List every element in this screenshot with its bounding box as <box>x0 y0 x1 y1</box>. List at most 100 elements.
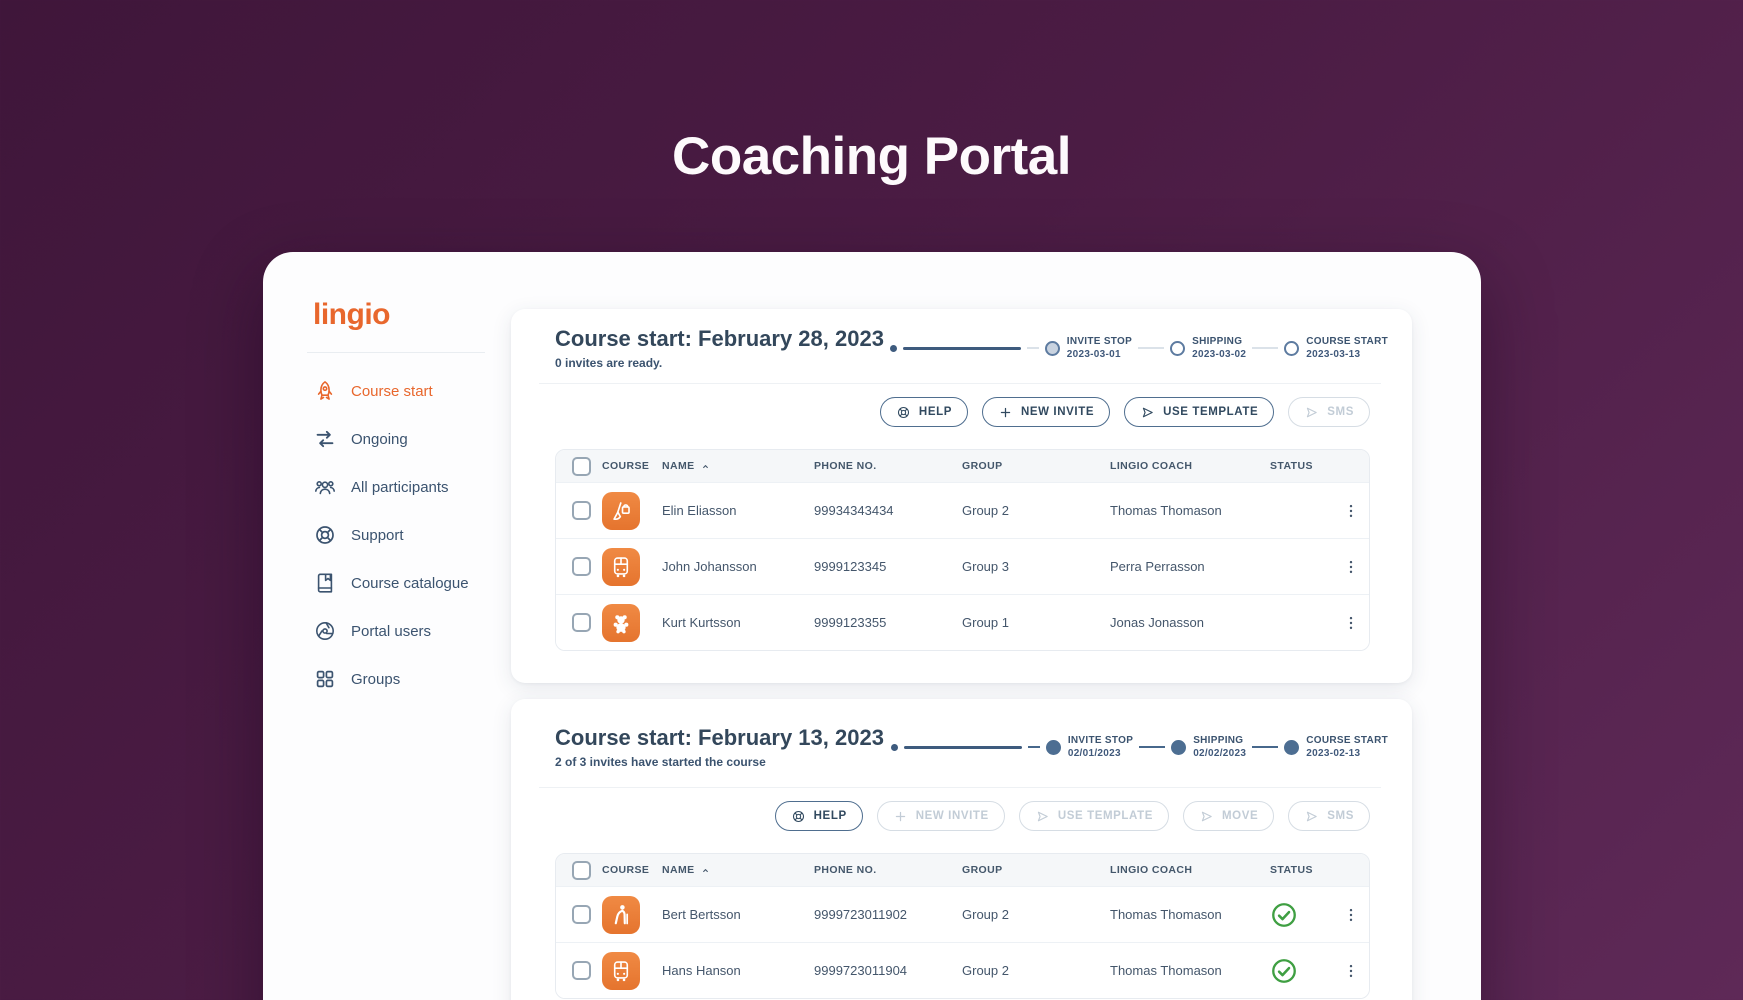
use-template-button[interactable]: USE TEMPLATE <box>1124 397 1275 427</box>
column-header-phone: PHONE NO. <box>814 460 877 472</box>
main-content: Course start: February 28, 2023 0 invite… <box>511 252 1485 1000</box>
table-row: Bert Bertsson 9999723011902 Group 2 Thom… <box>556 886 1369 942</box>
timeline-start-dot <box>890 743 898 751</box>
participant-phone: 9999723011902 <box>814 907 908 922</box>
move-button[interactable]: MOVE <box>1183 801 1275 831</box>
timeline-step-label: SHIPPING <box>1192 335 1243 347</box>
column-header-status: STATUS <box>1270 460 1313 472</box>
sidebar-item-label: All participants <box>351 478 449 496</box>
grid-icon <box>313 667 337 691</box>
timeline-step-invite-stop: INVITE STOP 2023-03-01 <box>1021 335 1132 362</box>
column-header-name[interactable]: NAME <box>662 460 814 472</box>
section-divider <box>539 787 1381 788</box>
participant-group: Group 2 <box>962 963 1009 978</box>
sidebar-item-ongoing[interactable]: Ongoing <box>313 415 511 463</box>
column-header-group: GROUP <box>962 460 1003 472</box>
participant-group: Group 1 <box>962 615 1009 630</box>
timeline-step-label: SHIPPING <box>1193 734 1244 746</box>
status-started-check-icon <box>1270 901 1332 929</box>
column-header-course: COURSE <box>602 864 650 876</box>
book-icon <box>313 571 337 595</box>
row-checkbox[interactable] <box>572 501 591 520</box>
timeline: INVITE STOP 02/01/2023 SHIPPING 02/02/2023… <box>890 734 1388 761</box>
participant-name: Hans Hanson <box>662 963 741 978</box>
help-button[interactable]: HELP <box>879 397 968 427</box>
kebab-menu-icon[interactable] <box>1332 558 1369 576</box>
table-row: Kurt Kurtsson 9999123355 Group 1 Jonas J… <box>556 594 1369 650</box>
participant-group: Group 2 <box>962 907 1009 922</box>
new-invite-button[interactable]: NEW INVITE <box>982 397 1111 427</box>
sidebar-item-label: Course catalogue <box>351 574 469 592</box>
timeline-circle <box>1171 739 1187 755</box>
chevron-up-icon <box>700 865 711 876</box>
course-section-feb-13: Course start: February 13, 2023 2 of 3 i… <box>511 699 1412 1000</box>
send-icon <box>1304 405 1319 420</box>
column-header-name[interactable]: NAME <box>662 864 814 876</box>
timeline-step-date: 2023-03-02 <box>1192 349 1247 360</box>
sms-button[interactable]: SMS <box>1288 801 1370 831</box>
section-title: Course start: February 13, 2023 <box>555 725 884 750</box>
kebab-menu-icon[interactable] <box>1332 614 1369 632</box>
aperture-icon <box>313 619 337 643</box>
sidebar-divider <box>307 352 485 353</box>
timeline: INVITE STOP 2023-03-01 SHIPPING 2023-03-02… <box>889 335 1388 362</box>
row-checkbox[interactable] <box>572 961 591 980</box>
timeline-step-shipping: SHIPPING 02/02/2023 <box>1133 734 1246 761</box>
lifebuoy-icon <box>896 405 911 420</box>
select-all-checkbox[interactable] <box>572 456 591 476</box>
select-all-checkbox[interactable] <box>572 860 591 880</box>
sms-button[interactable]: SMS <box>1288 397 1370 427</box>
section-subtitle: 2 of 3 invites have started the course <box>555 755 766 769</box>
sidebar-item-course-start[interactable]: Course start <box>313 367 511 415</box>
help-button[interactable]: HELP <box>774 801 863 831</box>
timeline-step-invite-stop: INVITE STOP 02/01/2023 <box>1022 734 1133 761</box>
column-header-group: GROUP <box>962 864 1003 876</box>
timeline-circle <box>1045 739 1061 755</box>
timeline-circle <box>1170 340 1186 356</box>
row-checkbox[interactable] <box>572 905 591 924</box>
kebab-menu-icon[interactable] <box>1332 962 1369 980</box>
sidebar-item-all-participants[interactable]: All participants <box>313 463 511 511</box>
participant-group: Group 2 <box>962 503 1009 518</box>
table-row: Hans Hanson 9999723011904 Group 2 Thomas… <box>556 942 1369 998</box>
kebab-menu-icon[interactable] <box>1332 906 1369 924</box>
timeline-step-label: INVITE STOP <box>1066 335 1133 347</box>
participant-name: John Johansson <box>662 559 757 574</box>
participant-phone: 9999123345 <box>814 559 887 574</box>
sidebar-item-course-catalogue[interactable]: Course catalogue <box>313 559 511 607</box>
use-template-button[interactable]: USE TEMPLATE <box>1018 801 1169 831</box>
timeline-step-date: 02/02/2023 <box>1193 748 1247 759</box>
column-header-phone: PHONE NO. <box>814 864 877 876</box>
participant-coach: Jonas Jonasson <box>1110 615 1204 630</box>
sidebar-item-label: Groups <box>351 670 401 688</box>
sidebar-item-support[interactable]: Support <box>313 511 511 559</box>
participant-phone: 9999723011904 <box>814 963 908 978</box>
participant-name: Kurt Kurtsson <box>662 615 741 630</box>
table-row: Elin Eliasson 99934343434 Group 2 Thomas… <box>556 482 1369 538</box>
timeline-step-shipping: SHIPPING 2023-03-02 <box>1132 335 1246 362</box>
table-header: COURSE NAME PHONE NO. GROUP LINGIO COACH… <box>556 854 1369 886</box>
sidebar-item-groups[interactable]: Groups <box>313 655 511 703</box>
sidebar-item-portal-users[interactable]: Portal users <box>313 607 511 655</box>
row-checkbox[interactable] <box>572 613 591 632</box>
status-started-check-icon <box>1270 957 1332 985</box>
lifebuoy-icon <box>313 523 337 547</box>
row-checkbox[interactable] <box>572 557 591 576</box>
timeline-step-label: INVITE STOP <box>1067 734 1134 746</box>
kebab-menu-icon[interactable] <box>1332 502 1369 520</box>
new-invite-button[interactable]: NEW INVITE <box>876 801 1005 831</box>
timeline-step-course-start: COURSE START 2023-02-13 <box>1246 734 1388 761</box>
plus-icon <box>893 809 908 824</box>
section-title: Course start: February 28, 2023 <box>555 326 884 351</box>
section-header: Course start: February 28, 2023 0 invite… <box>511 309 1412 383</box>
participant-coach: Thomas Thomason <box>1110 907 1222 922</box>
portal-card: lingio Course start Ongoing All particip… <box>263 252 1481 1000</box>
timeline-circle <box>1284 739 1300 755</box>
sidebar-item-label: Ongoing <box>351 430 408 448</box>
table-header: COURSE NAME PHONE NO. GROUP LINGIO COACH… <box>556 450 1369 482</box>
participant-phone: 9999123355 <box>814 615 887 630</box>
participant-coach: Thomas Thomason <box>1110 963 1222 978</box>
bus-course-icon <box>602 547 640 586</box>
section-header: Course start: February 13, 2023 2 of 3 i… <box>511 699 1412 787</box>
section-actions: HELP NEW INVITE USE TEMPLATE SMS <box>511 384 1412 427</box>
